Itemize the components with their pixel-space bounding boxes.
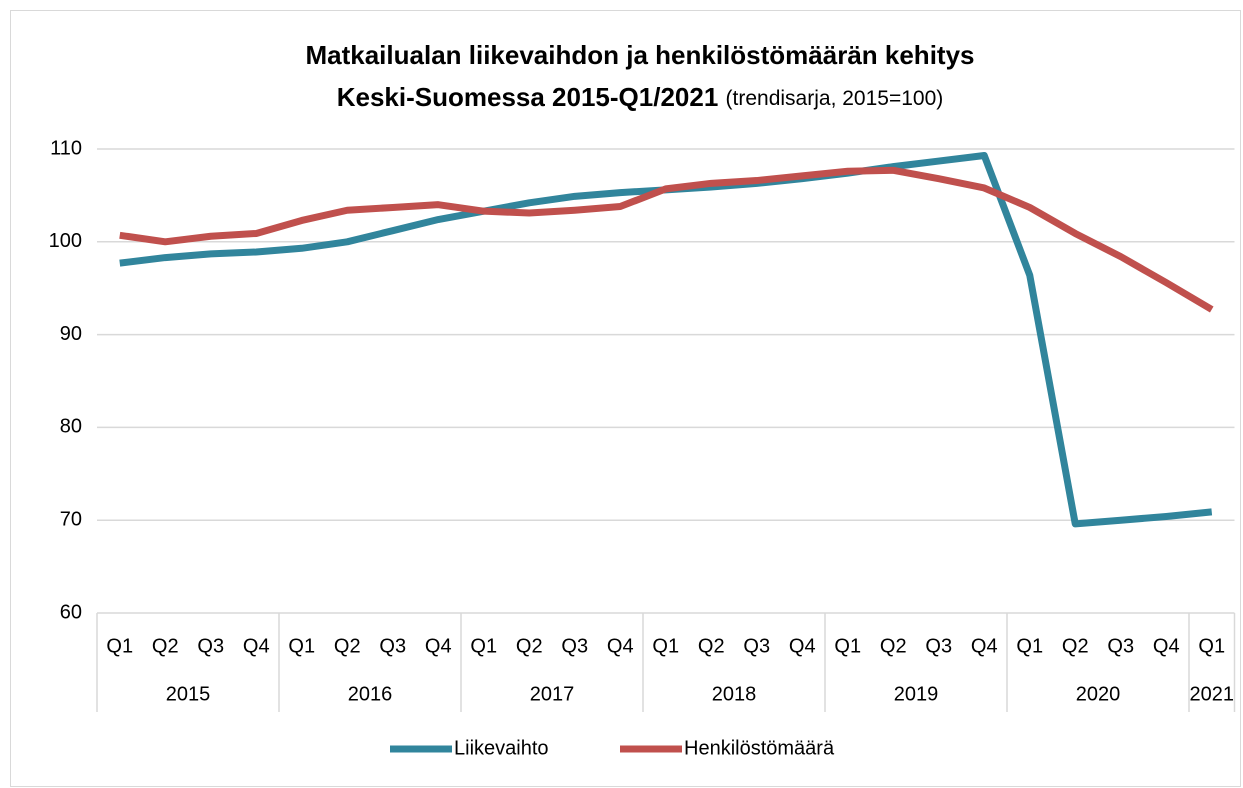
x-tick-label: Q1 <box>834 635 861 657</box>
chart-border <box>10 10 1241 787</box>
y-tick-label: 100 <box>49 230 82 252</box>
legend-label: Henkilöstömäärä <box>684 737 835 759</box>
x-tick-label: Q2 <box>334 635 361 657</box>
legend-label: Liikevaihto <box>454 737 549 759</box>
x-tick-label: Q4 <box>243 635 270 657</box>
x-tick-label: Q2 <box>516 635 543 657</box>
x-tick-label: Q2 <box>1062 635 1089 657</box>
chart-title: Matkailualan liikevaihdon ja henkilöstöm… <box>305 40 974 70</box>
x-tick-label: Q1 <box>1198 635 1225 657</box>
group-label: 2016 <box>348 683 393 705</box>
x-tick-label: Q4 <box>1153 635 1180 657</box>
x-tick-label: Q3 <box>561 635 588 657</box>
x-tick-label: Q1 <box>470 635 497 657</box>
group-label: 2017 <box>530 683 575 705</box>
x-tick-label: Q1 <box>106 635 133 657</box>
x-tick-label: Q2 <box>152 635 179 657</box>
group-label: 2021 <box>1190 683 1235 705</box>
subtitle-note: (trendisarja, 2015=100) <box>726 87 944 110</box>
x-tick-label: Q3 <box>1107 635 1134 657</box>
y-tick-label: 70 <box>60 508 82 530</box>
x-tick-label: Q2 <box>880 635 907 657</box>
group-label: 2020 <box>1076 683 1121 705</box>
x-tick-label: Q1 <box>288 635 315 657</box>
subtitle-main: Keski-Suomessa 2015-Q1/2021 <box>337 82 719 112</box>
x-tick-label: Q1 <box>652 635 679 657</box>
series-line <box>119 166 1214 313</box>
x-tick-label: Q4 <box>789 635 816 657</box>
x-tick-label: Q3 <box>925 635 952 657</box>
y-tick-label: 60 <box>60 601 82 623</box>
y-tick-label: 90 <box>60 323 82 345</box>
x-tick-label: Q4 <box>425 635 452 657</box>
chart-subtitle: Keski-Suomessa 2015-Q1/2021 (trendisarja… <box>337 82 944 112</box>
x-tick-label: Q3 <box>197 635 224 657</box>
x-tick-label: Q1 <box>1016 635 1043 657</box>
x-tick-label: Q4 <box>971 635 998 657</box>
group-label: 2019 <box>894 683 939 705</box>
group-label: 2015 <box>166 683 211 705</box>
group-label: 2018 <box>712 683 757 705</box>
y-tick-label: 110 <box>50 137 82 159</box>
x-tick-label: Q2 <box>698 635 725 657</box>
x-tick-label: Q4 <box>607 635 634 657</box>
y-tick-label: 80 <box>60 416 82 438</box>
x-tick-label: Q3 <box>379 635 406 657</box>
x-tick-label: Q3 <box>743 635 770 657</box>
